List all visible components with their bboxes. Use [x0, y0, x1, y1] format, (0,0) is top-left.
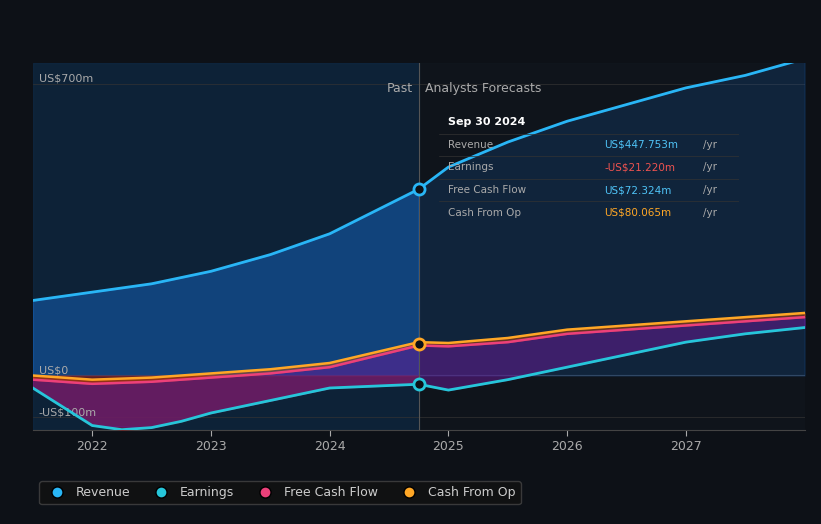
Text: Sep 30 2024: Sep 30 2024: [448, 117, 525, 127]
Text: /yr: /yr: [703, 162, 717, 172]
Bar: [419, 63, 805, 430]
Text: -US$21.220m: -US$21.220m: [604, 162, 675, 172]
Text: /yr: /yr: [703, 208, 717, 218]
Text: Revenue: Revenue: [448, 140, 493, 150]
Text: US$0: US$0: [39, 366, 68, 376]
Bar: [33, 63, 419, 430]
Text: Earnings: Earnings: [448, 162, 493, 172]
Text: -US$100m: -US$100m: [39, 407, 97, 417]
Text: US$700m: US$700m: [39, 74, 93, 84]
Text: US$72.324m: US$72.324m: [604, 185, 672, 195]
Text: /yr: /yr: [703, 140, 717, 150]
Text: Free Cash Flow: Free Cash Flow: [448, 185, 526, 195]
Legend: Revenue, Earnings, Free Cash Flow, Cash From Op: Revenue, Earnings, Free Cash Flow, Cash …: [39, 481, 521, 504]
Text: Cash From Op: Cash From Op: [448, 208, 521, 218]
Text: US$447.753m: US$447.753m: [604, 140, 678, 150]
Text: Past: Past: [387, 82, 413, 95]
Text: /yr: /yr: [703, 185, 717, 195]
Text: US$80.065m: US$80.065m: [604, 208, 672, 218]
Text: Analysts Forecasts: Analysts Forecasts: [424, 82, 541, 95]
